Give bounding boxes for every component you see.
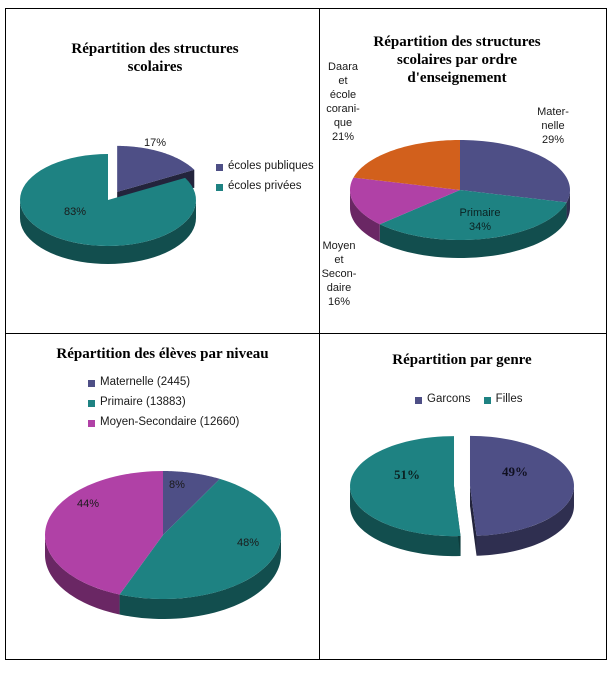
divider-horizontal [5, 333, 607, 334]
legend-item-ecoles-privees: écoles privées [216, 180, 316, 192]
pie-side-1 [379, 202, 567, 258]
chart2-data-label-daara: Daara et école corani- que 21% [326, 61, 360, 143]
chart4-title: Répartition par genre [392, 352, 532, 368]
legend-label: écoles privées [228, 180, 302, 192]
pie-side-2 [350, 190, 380, 243]
pie-slice-0 [163, 471, 220, 535]
pie-slice-2 [350, 177, 460, 225]
pie-slice-0 [469, 435, 574, 536]
chart1-data-label-publiques: 17% [143, 137, 167, 149]
legend-item-primaire: Primaire (13883) [88, 396, 288, 408]
pie-slice-0 [117, 145, 195, 192]
pie-slice-1 [20, 154, 196, 246]
pie-cut-face-0-1 [469, 485, 477, 556]
pie-slice-2 [45, 471, 163, 595]
legend-label: Maternelle (2445) [100, 376, 191, 388]
chart4-data-label-filles: 51% [394, 467, 420, 482]
chart3-title: Répartition des élèves par niveau [56, 346, 269, 362]
legend-swatch [216, 184, 223, 191]
chart2-data-label-moyen: Moyen et Secon- daire 16% [321, 240, 357, 308]
chart1-data-label-privees: 83% [63, 206, 87, 218]
legend-item-maternelle: Maternelle (2445) [88, 376, 288, 388]
chart1-legend: écoles publiques écoles privées [216, 160, 316, 200]
chart2-title: Répartition des structures scolaires par… [373, 34, 541, 86]
legend-swatch [483, 397, 491, 404]
chart1-title: Répartition des structures scolaires [71, 41, 239, 75]
legend-label: écoles publiques [228, 160, 314, 172]
legend-item-filles: Filles [483, 393, 523, 405]
legend-item-moyen-secondaire: Moyen-Secondaire (12660) [88, 416, 288, 428]
chart4-legend: Garcons Filles [415, 393, 565, 407]
chart3-data-label-moyen: 44% [76, 498, 100, 510]
legend-swatch [216, 164, 223, 171]
pie-side-1 [20, 200, 196, 264]
pie-side-1 [350, 486, 461, 557]
chart2-data-label-maternelle: Mater- nelle 29% [537, 106, 569, 146]
pie-slice-3 [353, 140, 460, 190]
legend-item-garcons: Garcons [415, 393, 470, 405]
legend-swatch [88, 420, 95, 427]
legend-label: Primaire (13883) [100, 396, 186, 408]
chart2-data-label-primaire: Primaire 34% [459, 207, 501, 233]
legend-swatch [415, 397, 422, 404]
legend-label: Garcons [427, 393, 471, 405]
legend-swatch [88, 380, 95, 387]
figure-frame [5, 8, 607, 660]
chart3-legend: Maternelle (2445) Primaire (13883) Moyen… [88, 376, 288, 436]
legend-label: Moyen-Secondaire (12660) [100, 416, 240, 428]
pie-slice-1 [379, 190, 567, 240]
pie-slice-1 [350, 436, 461, 537]
pie-slice-1 [119, 478, 281, 599]
pie-side-0 [476, 485, 574, 556]
legend-swatch [88, 400, 95, 407]
pie-side-2 [45, 535, 120, 615]
divider-vertical [319, 8, 320, 660]
pie-slice-0 [460, 140, 570, 203]
chart3-data-label-primaire: 48% [236, 537, 260, 549]
pie-side-1 [119, 535, 281, 619]
legend-label: Filles [495, 393, 523, 405]
pie-side-0 [566, 190, 570, 221]
legend-item-ecoles-publiques: écoles publiques [216, 160, 316, 172]
chart3-data-label-maternelle: 8% [169, 479, 185, 491]
chart4-data-label-garcons: 49% [502, 464, 528, 479]
